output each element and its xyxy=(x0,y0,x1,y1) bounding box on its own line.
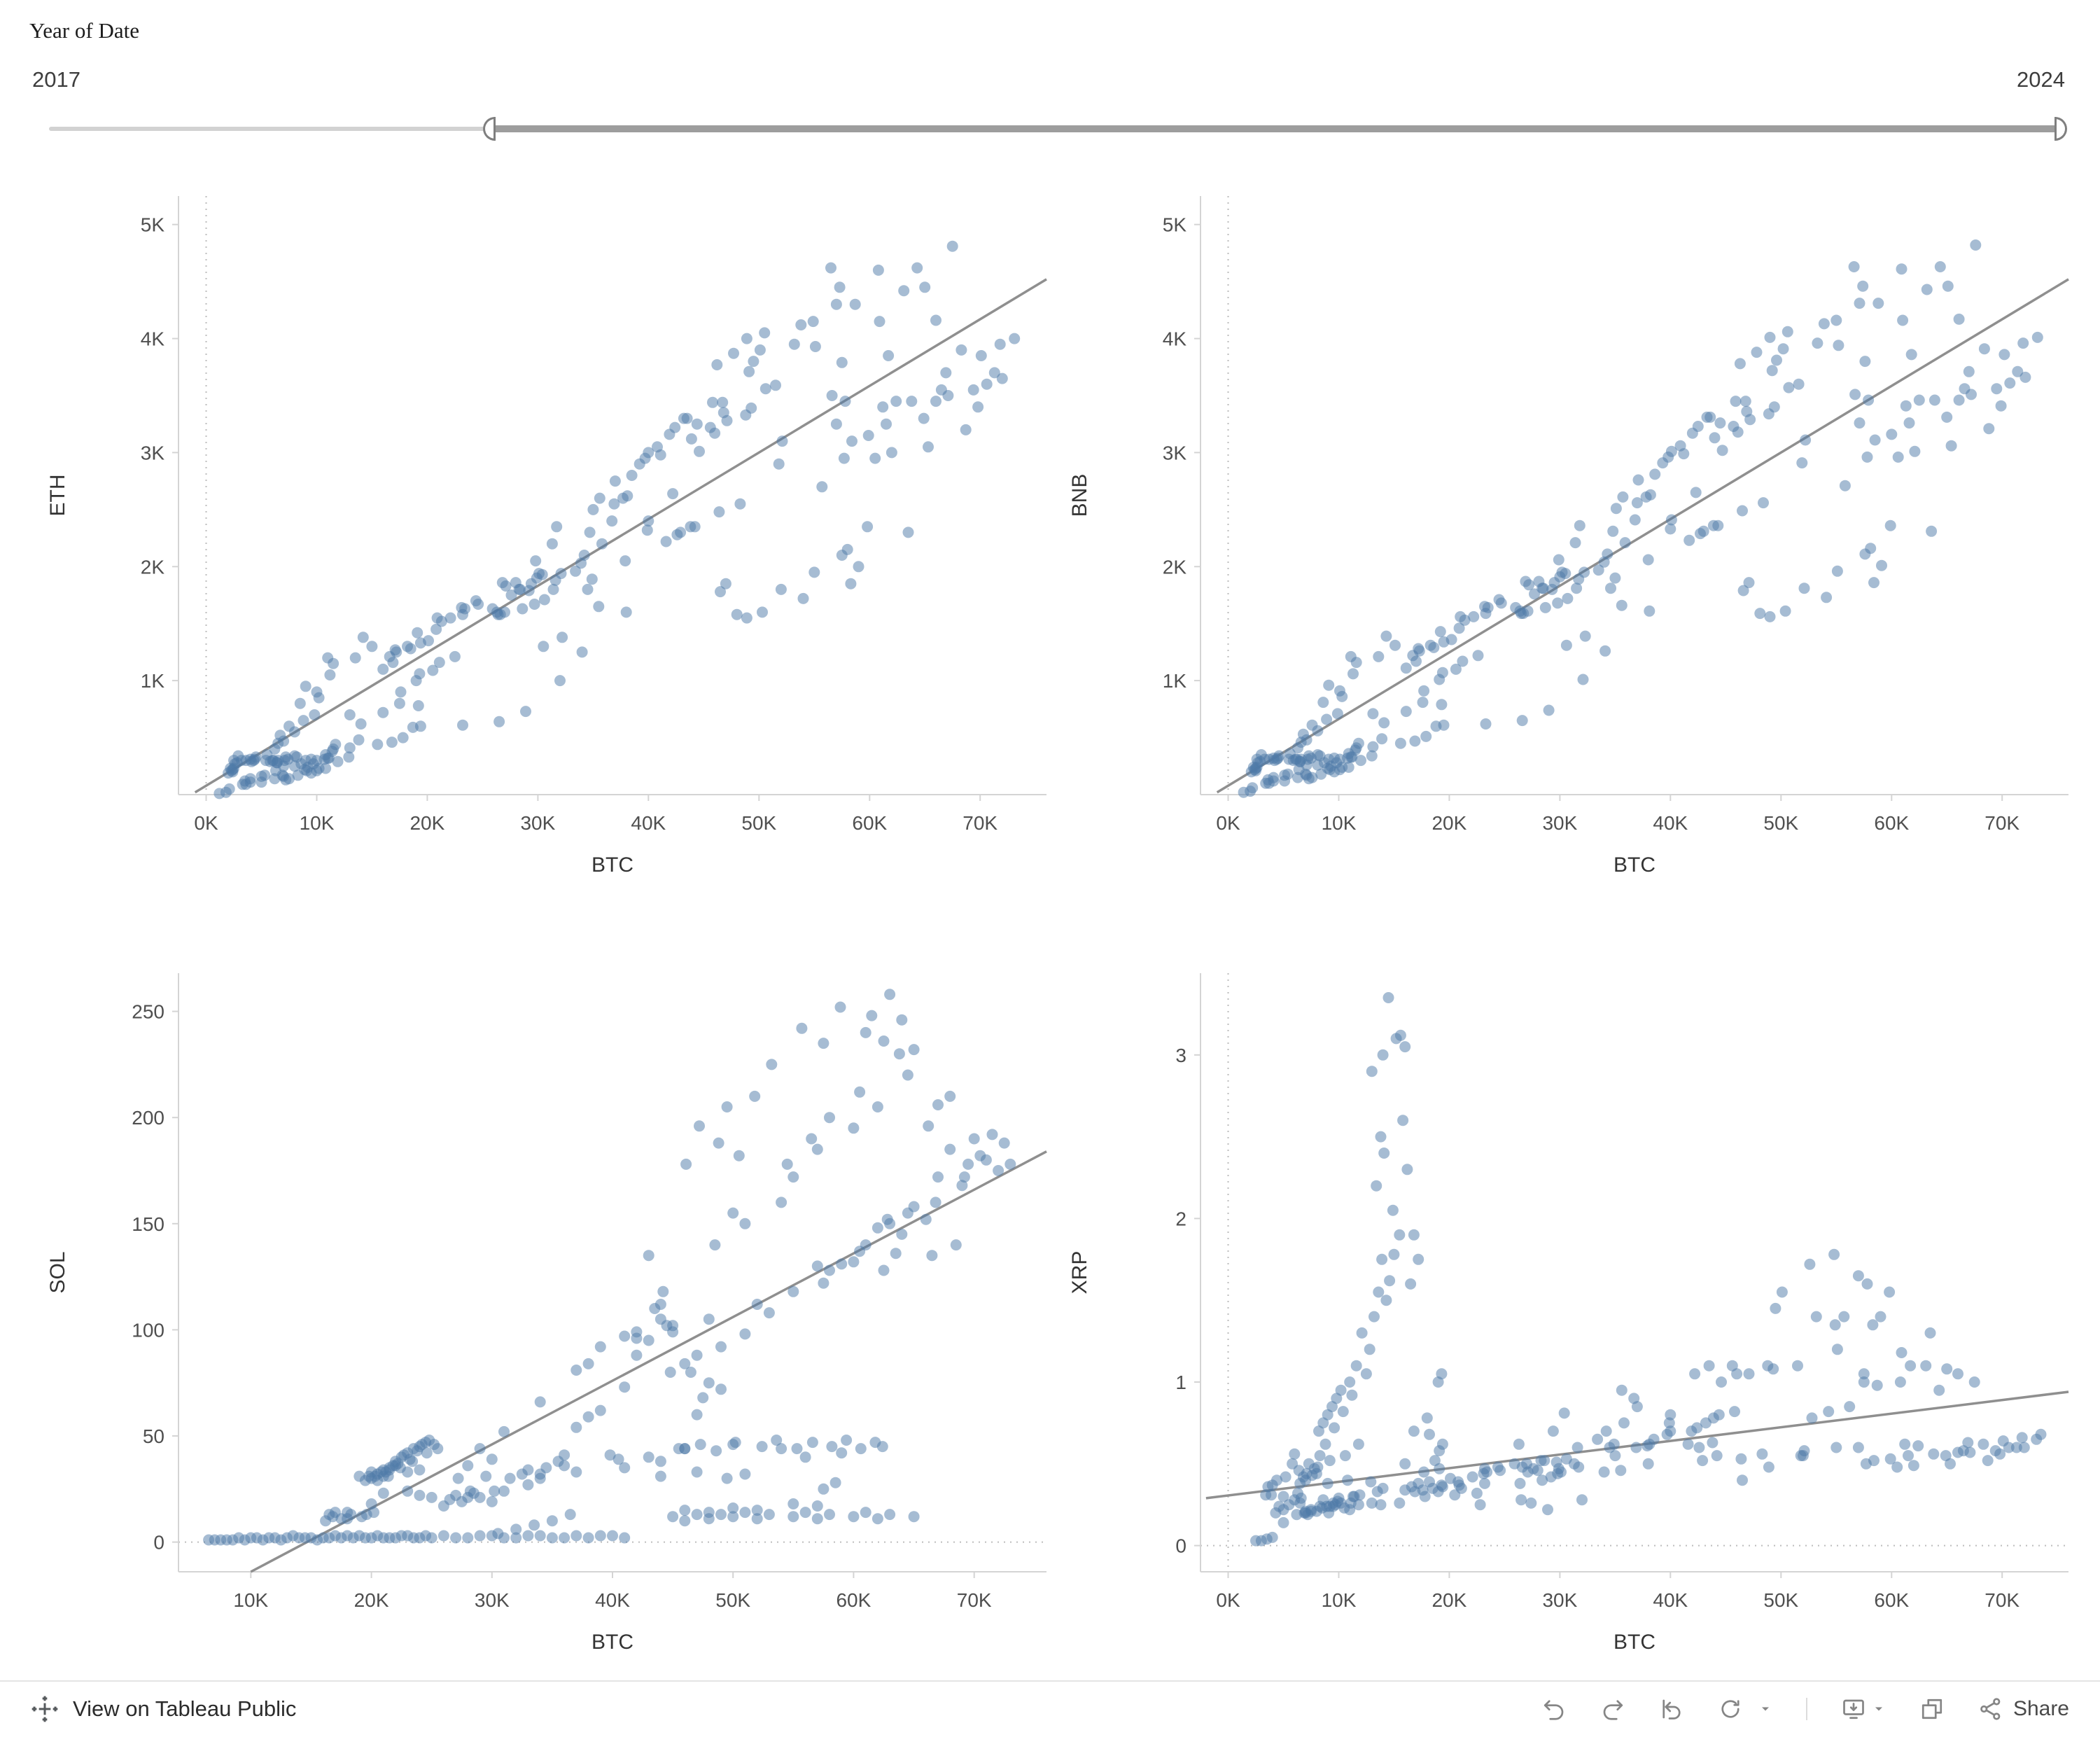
svg-text:0: 0 xyxy=(153,1532,164,1554)
svg-text:30K: 30K xyxy=(1542,812,1577,834)
svg-text:2: 2 xyxy=(1175,1208,1186,1229)
svg-text:0K: 0K xyxy=(194,812,218,834)
view-on-tableau-public-label: View on Tableau Public xyxy=(73,1696,297,1721)
share-icon xyxy=(1980,1697,2001,1720)
svg-text:20K: 20K xyxy=(1432,812,1466,834)
tableau-toolbar: View on Tableau Public xyxy=(0,1680,2100,1736)
eth-vs-btc-scatter-chart[interactable]: 0K 10K 20K 30K 40K 50K 60K 70K 1K 2K 3K 4K 5K BTC ETH xyxy=(28,172,1071,900)
svg-text:200: 200 xyxy=(132,1107,164,1129)
range-end-year: 2024 xyxy=(2017,67,2065,92)
svg-text:70K: 70K xyxy=(962,812,997,834)
fullscreen-icon xyxy=(1921,1698,1942,1719)
svg-text:1K: 1K xyxy=(141,670,165,692)
refresh-icon xyxy=(1721,1699,1740,1718)
filter-title: Year of Date xyxy=(29,18,139,43)
svg-text:5K: 5K xyxy=(1163,214,1187,236)
share-label: Share xyxy=(2012,1696,2069,1720)
svg-text:30K: 30K xyxy=(1542,1589,1577,1611)
svg-text:60K: 60K xyxy=(852,812,887,834)
chevron-down-icon xyxy=(1761,1707,1769,1710)
svg-text:50K: 50K xyxy=(741,812,776,834)
undo-button[interactable] xyxy=(1541,1696,1567,1722)
svg-text:0: 0 xyxy=(1175,1535,1186,1557)
reset-icon xyxy=(1662,1699,1681,1719)
filter-year-range: 2017 2024 xyxy=(32,67,2065,92)
tableau-logo-icon xyxy=(31,1696,58,1722)
chevron-down-icon xyxy=(1875,1707,1882,1710)
svg-text:60K: 60K xyxy=(1874,812,1909,834)
sol-vs-btc-scatter-chart[interactable]: 10K 20K 30K 40K 50K 60K 70K 0 50 100 150 200 250 BTC S… xyxy=(28,949,1071,1677)
view-on-tableau-public-link[interactable]: View on Tableau Public xyxy=(31,1695,296,1723)
svg-text:40K: 40K xyxy=(631,812,666,834)
redo-button[interactable] xyxy=(1600,1696,1625,1722)
svg-text:250: 250 xyxy=(132,1001,164,1023)
svg-text:XRP: XRP xyxy=(1068,1251,1091,1295)
svg-text:3K: 3K xyxy=(141,442,165,463)
svg-text:20K: 20K xyxy=(354,1589,389,1611)
range-start-year: 2017 xyxy=(32,67,80,92)
svg-text:5K: 5K xyxy=(141,214,165,236)
svg-text:2K: 2K xyxy=(141,556,165,578)
svg-text:4K: 4K xyxy=(141,328,165,350)
svg-text:50K: 50K xyxy=(715,1589,750,1611)
svg-text:150: 150 xyxy=(132,1213,164,1235)
svg-text:50: 50 xyxy=(143,1425,164,1447)
svg-text:40K: 40K xyxy=(595,1589,630,1611)
svg-text:30K: 30K xyxy=(475,1589,510,1611)
svg-text:ETH: ETH xyxy=(46,475,69,517)
svg-text:50K: 50K xyxy=(1763,812,1798,834)
svg-text:10K: 10K xyxy=(1322,812,1357,834)
svg-text:BTC: BTC xyxy=(1614,853,1656,877)
download-button[interactable] xyxy=(1841,1696,1886,1722)
reset-button[interactable] xyxy=(1659,1696,1684,1722)
svg-text:1: 1 xyxy=(1175,1372,1186,1393)
svg-text:4K: 4K xyxy=(1163,328,1187,350)
refresh-dropdown-button[interactable] xyxy=(1758,1702,1772,1716)
toolbar-actions: Share xyxy=(1541,1696,2069,1722)
svg-text:BTC: BTC xyxy=(592,1631,634,1654)
bnb-vs-btc-scatter-chart[interactable]: 0K 10K 20K 30K 40K 50K 60K 70K 1K 2K 3K 4K 5K BTC BNB xyxy=(1050,172,2093,900)
svg-text:10K: 10K xyxy=(1322,1589,1357,1611)
svg-text:20K: 20K xyxy=(410,812,444,834)
svg-text:BTC: BTC xyxy=(1614,1631,1656,1654)
year-range-slider[interactable] xyxy=(49,113,2067,144)
fullscreen-button[interactable] xyxy=(1919,1696,1945,1722)
slider-selected-range[interactable] xyxy=(491,125,2065,132)
refresh-button[interactable] xyxy=(1718,1696,1743,1722)
svg-text:3K: 3K xyxy=(1163,442,1187,463)
svg-text:3: 3 xyxy=(1175,1045,1186,1066)
svg-text:70K: 70K xyxy=(957,1589,992,1611)
svg-text:2K: 2K xyxy=(1163,556,1187,578)
svg-text:60K: 60K xyxy=(1874,1589,1909,1611)
slider-left-handle[interactable] xyxy=(483,117,496,141)
svg-text:10K: 10K xyxy=(300,812,335,834)
svg-text:40K: 40K xyxy=(1653,1589,1688,1611)
svg-text:10K: 10K xyxy=(233,1589,268,1611)
undo-icon xyxy=(1544,1699,1564,1720)
svg-text:100: 100 xyxy=(132,1319,164,1341)
redo-icon xyxy=(1603,1699,1623,1720)
svg-text:1K: 1K xyxy=(1163,670,1187,692)
svg-text:70K: 70K xyxy=(1984,1589,2019,1611)
svg-text:70K: 70K xyxy=(1984,812,2019,834)
svg-text:0K: 0K xyxy=(1216,1589,1240,1611)
slider-right-handle[interactable] xyxy=(2054,117,2067,141)
toolbar-separator xyxy=(1805,1697,1807,1720)
svg-text:50K: 50K xyxy=(1763,1589,1798,1611)
share-button[interactable]: Share xyxy=(1978,1696,2069,1722)
svg-text:BTC: BTC xyxy=(592,853,634,877)
svg-text:20K: 20K xyxy=(1432,1589,1466,1611)
download-icon xyxy=(1843,1699,1864,1719)
svg-text:0K: 0K xyxy=(1216,812,1240,834)
xrp-vs-btc-scatter-chart[interactable]: 0K 10K 20K 30K 40K 50K 60K 70K 0 1 2 3 BTC XRP xyxy=(1050,949,2093,1677)
svg-text:30K: 30K xyxy=(520,812,555,834)
svg-text:60K: 60K xyxy=(836,1589,871,1611)
svg-text:40K: 40K xyxy=(1653,812,1688,834)
svg-text:SOL: SOL xyxy=(46,1251,69,1293)
svg-text:BNB: BNB xyxy=(1068,474,1091,517)
